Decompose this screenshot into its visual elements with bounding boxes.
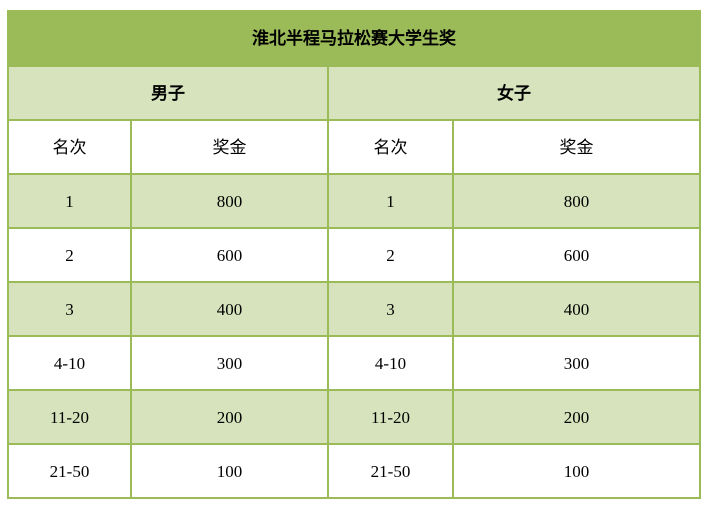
- cell-prize: 100: [130, 443, 329, 499]
- cell-rank: 3: [7, 281, 132, 337]
- cell-rank: 1: [7, 173, 132, 229]
- table-title: 淮北半程马拉松赛大学生奖: [7, 10, 701, 67]
- table-row: 1 800 1 800: [7, 173, 701, 229]
- cell-prize: 200: [130, 389, 329, 445]
- table-row: 3 400 3 400: [7, 281, 701, 337]
- table-row: 2 600 2 600: [7, 227, 701, 283]
- cell-rank: 11-20: [7, 389, 132, 445]
- prize-table: 淮北半程马拉松赛大学生奖 男子 女子 名次 奖金 名次 奖金 1 800 1 8…: [7, 10, 701, 499]
- column-header-rank: 名次: [7, 119, 132, 175]
- cell-prize: 600: [130, 227, 329, 283]
- cell-rank: 2: [327, 227, 454, 283]
- cell-prize: 100: [452, 443, 701, 499]
- column-header-prize: 奖金: [452, 119, 701, 175]
- cell-rank: 2: [7, 227, 132, 283]
- cell-prize: 200: [452, 389, 701, 445]
- table-row-column-headers: 名次 奖金 名次 奖金: [7, 119, 701, 175]
- cell-rank: 4-10: [327, 335, 454, 391]
- cell-prize: 300: [452, 335, 701, 391]
- group-header-men: 男子: [7, 65, 329, 121]
- cell-rank: 21-50: [327, 443, 454, 499]
- cell-prize: 600: [452, 227, 701, 283]
- column-header-rank: 名次: [327, 119, 454, 175]
- cell-prize: 400: [452, 281, 701, 337]
- cell-prize: 400: [130, 281, 329, 337]
- table-row-groups: 男子 女子: [7, 65, 701, 121]
- cell-rank: 1: [327, 173, 454, 229]
- cell-rank: 3: [327, 281, 454, 337]
- column-header-prize: 奖金: [130, 119, 329, 175]
- table-row: 11-20 200 11-20 200: [7, 389, 701, 445]
- cell-rank: 21-50: [7, 443, 132, 499]
- cell-prize: 800: [130, 173, 329, 229]
- cell-rank: 11-20: [327, 389, 454, 445]
- group-header-women: 女子: [327, 65, 701, 121]
- cell-prize: 800: [452, 173, 701, 229]
- cell-rank: 4-10: [7, 335, 132, 391]
- table-row-title: 淮北半程马拉松赛大学生奖: [7, 10, 701, 67]
- cell-prize: 300: [130, 335, 329, 391]
- table-row: 4-10 300 4-10 300: [7, 335, 701, 391]
- table-row: 21-50 100 21-50 100: [7, 443, 701, 499]
